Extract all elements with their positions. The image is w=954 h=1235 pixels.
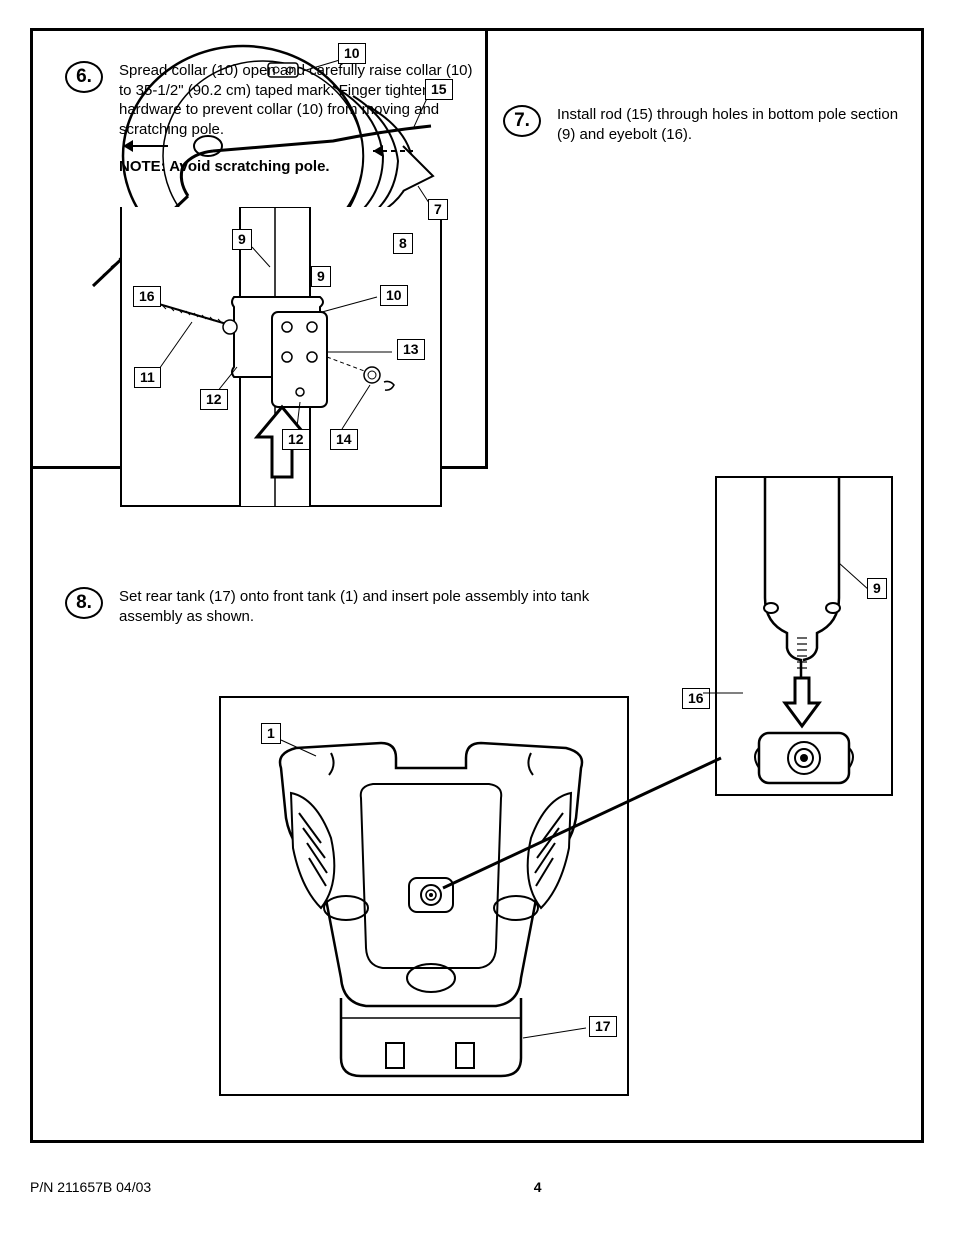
callout-6-12a: 12 [200,389,228,410]
callout-6-14: 14 [330,429,358,450]
connector-svg [221,698,631,1098]
callout-6-11: 11 [134,367,161,388]
callout-7-16: 16 [133,286,161,307]
figure-8-detail: 9 16 [715,476,893,796]
callout-8d-9: 9 [867,578,887,599]
step-8: 8. Set rear tank (17) onto front tank (1… [65,587,625,626]
page-footer: P/N 211657B 04/03 4 [30,1179,924,1195]
step-7-text: Install rod (15) through holes in bottom… [557,105,903,144]
callout-7-7: 7 [428,199,448,220]
step-6-note: NOTE: Avoid scratching pole. [119,157,485,177]
part-number: P/N 211657B 04/03 [30,1179,151,1195]
outer-frame: 6. Spread collar (10) open and carefully… [30,28,924,1143]
callout-7-10: 10 [338,43,366,64]
vertical-divider [485,31,488,469]
page-number: 4 [30,1179,924,1195]
leader-16-svg [673,681,753,711]
step-8-number: 8. [65,587,103,619]
step-6: 6. Spread collar (10) open and carefully… [65,61,485,177]
step-8-text: Set rear tank (17) onto front tank (1) a… [119,587,625,626]
callout-6-13: 13 [397,339,425,360]
step-6-body: Spread collar (10) open and carefully ra… [119,62,473,138]
page: 6. Spread collar (10) open and carefully… [0,0,954,1235]
callout-6-9: 9 [232,229,252,250]
callout-7-9: 9 [311,266,331,287]
callout-6-12b: 12 [282,429,310,450]
step-7-number: 7. [503,105,541,137]
step-7: 7. Install rod (15) through holes in bot… [503,105,903,144]
step-6-number: 6. [65,61,103,93]
figure-8-main: 1 17 [219,696,629,1096]
figure-8-detail-svg [717,478,895,798]
callout-7-8: 8 [393,233,413,254]
callout-6-10: 10 [380,285,408,306]
callout-7-15: 15 [425,79,453,100]
